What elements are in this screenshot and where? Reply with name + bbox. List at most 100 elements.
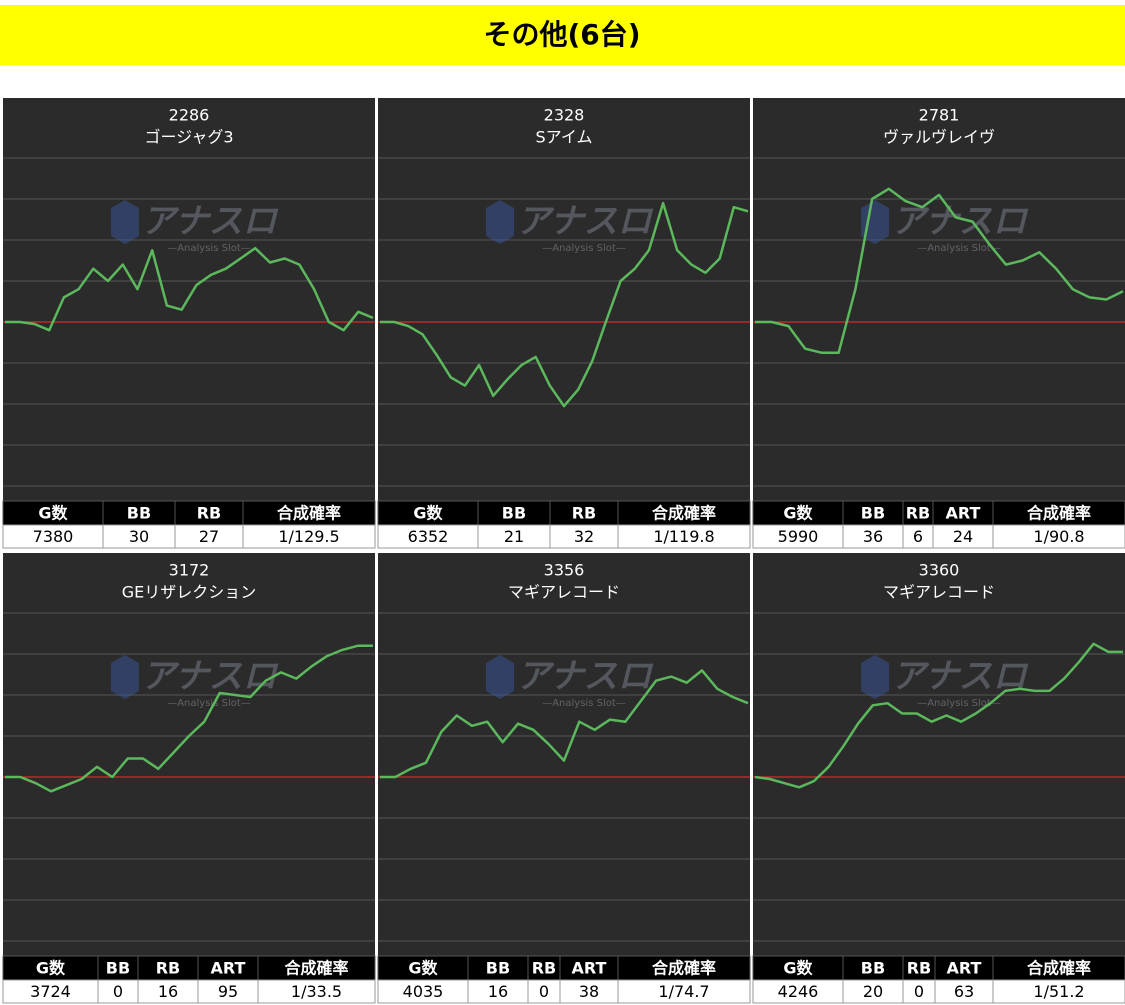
- table-value: 21: [504, 527, 524, 546]
- table-value: 0: [914, 982, 924, 1001]
- machine-panel: 2286 ゴージャグ3 アナスロ—Analysis Slot— G数 7380 BB 30 R…: [2, 98, 376, 549]
- banner: [0, 5, 1125, 65]
- table-header: G数: [413, 504, 443, 523]
- table-header-cell: [377, 955, 469, 981]
- watermark: アナスロ: [516, 657, 653, 697]
- table-header: 合成確率: [277, 504, 341, 523]
- table-value: 1/119.8: [653, 527, 714, 546]
- table-value: 36: [863, 527, 883, 546]
- watermark-logo: [486, 200, 514, 244]
- table-header: 合成確率: [284, 959, 348, 978]
- machine-name: マギアレコード: [508, 583, 620, 602]
- table-value: 0: [539, 982, 549, 1001]
- table-cell: [992, 524, 1125, 549]
- panel-bg: [753, 98, 1125, 548]
- watermark-logo: [111, 200, 139, 244]
- table-header: ART: [946, 504, 981, 523]
- table-header-cell: [932, 500, 994, 526]
- table-value: 7380: [33, 527, 74, 546]
- page-title: その他(6台): [483, 18, 640, 51]
- data-line: [755, 187, 1124, 355]
- table-value: 5990: [778, 527, 819, 546]
- table-value: 1/90.8: [1033, 527, 1084, 546]
- machine-name: ゴージャグ3: [144, 128, 233, 147]
- watermark-sub: —Analysis Slot—: [917, 698, 1001, 709]
- table-header-cell: [934, 955, 994, 981]
- watermark-logo: [861, 655, 889, 699]
- table-header-cell: [752, 955, 844, 981]
- table-header-cell: [377, 500, 479, 526]
- machine-number: 3360: [919, 561, 960, 580]
- table-header: ART: [572, 959, 607, 978]
- table-value: 16: [488, 982, 508, 1001]
- table-header: BB: [486, 959, 510, 978]
- machine-number: 2286: [169, 106, 210, 125]
- machine-number: 3356: [544, 561, 585, 580]
- watermark-logo: [486, 655, 514, 699]
- table-value: 30: [129, 527, 149, 546]
- watermark-sub: —Analysis Slot—: [167, 243, 251, 254]
- table-value: 1/74.7: [658, 982, 709, 1001]
- table-header: BB: [106, 959, 130, 978]
- table-header: RB: [197, 504, 222, 523]
- panel-bg: [753, 553, 1125, 1003]
- machine-name: マギアレコード: [883, 583, 995, 602]
- table-header: G数: [783, 959, 813, 978]
- table-cell: [992, 979, 1125, 1004]
- table-header-cell: [137, 955, 199, 981]
- table-header-cell: [2, 955, 99, 981]
- table-header: 合成確率: [1027, 504, 1091, 523]
- watermark-logo: [861, 200, 889, 244]
- table-header: G数: [783, 504, 813, 523]
- data-line: [5, 246, 374, 332]
- table-header: BB: [861, 504, 885, 523]
- table-header-cell: [477, 500, 551, 526]
- watermark-sub: —Analysis Slot—: [917, 243, 1001, 254]
- table-value: 16: [158, 982, 178, 1001]
- table-header: RB: [532, 959, 557, 978]
- machine-name: ヴァルヴレイヴ: [883, 128, 995, 147]
- data-line: [380, 669, 749, 779]
- table-value: 0: [113, 982, 123, 1001]
- table-header: ART: [947, 959, 982, 978]
- table-value: 27: [199, 527, 219, 546]
- data-line: [380, 201, 749, 408]
- table-header: RB: [156, 959, 181, 978]
- panel-bg: [3, 98, 375, 548]
- machine-number: 3172: [169, 561, 210, 580]
- table-value: 38: [579, 982, 599, 1001]
- table-header: G数: [38, 504, 68, 523]
- machine-name: Sアイム: [535, 128, 592, 147]
- table-header: RB: [906, 504, 931, 523]
- table-header: BB: [502, 504, 526, 523]
- watermark-sub: —Analysis Slot—: [542, 243, 626, 254]
- table-header: 合成確率: [1027, 959, 1091, 978]
- table-value: 4246: [778, 982, 819, 1001]
- table-header-cell: [752, 500, 844, 526]
- table-value: 1/51.2: [1033, 982, 1084, 1001]
- table-header-cell: [617, 955, 751, 981]
- table-value: 4035: [403, 982, 444, 1001]
- data-line: [5, 644, 373, 793]
- watermark-sub: —Analysis Slot—: [542, 698, 626, 709]
- table-header-cell: [174, 500, 244, 526]
- panel-bg: [378, 98, 750, 548]
- table-cell: [617, 524, 751, 549]
- table-header-cell: [902, 500, 934, 526]
- table-header: BB: [127, 504, 151, 523]
- table-header: RB: [907, 959, 932, 978]
- table-header: BB: [861, 959, 885, 978]
- table-header-cell: [242, 500, 376, 526]
- table-value: 6: [913, 527, 923, 546]
- table-cell: [242, 524, 376, 549]
- table-header: 合成確率: [652, 504, 716, 523]
- table-value: 1/129.5: [278, 527, 339, 546]
- table-header-cell: [992, 500, 1125, 526]
- table-cell: [617, 979, 751, 1004]
- table-header: RB: [572, 504, 597, 523]
- data-line: [754, 642, 1123, 789]
